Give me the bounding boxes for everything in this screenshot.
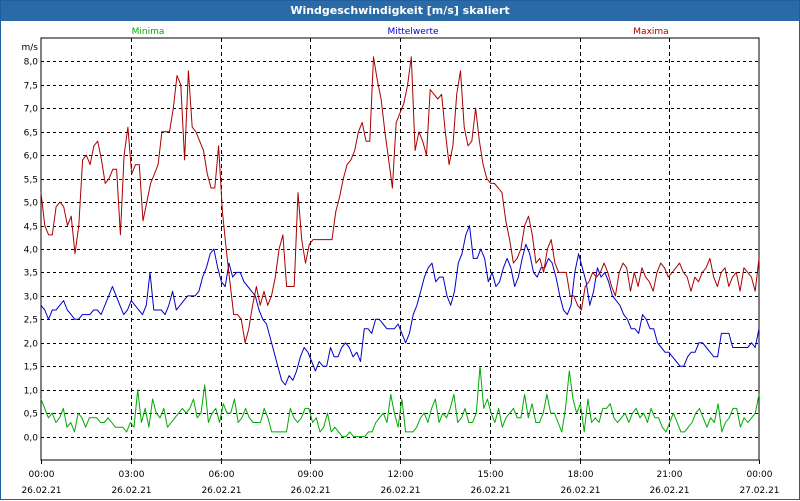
series-line-mittelwerte bbox=[40, 225, 760, 386]
x-tick-time: 12:00 bbox=[388, 470, 414, 480]
x-tick-date: 26.02.21 bbox=[470, 486, 510, 496]
x-tick-date: 26.02.21 bbox=[111, 486, 151, 496]
y-tick-label: 3,5 bbox=[24, 269, 38, 279]
x-tick-time: 06:00 bbox=[209, 470, 235, 480]
x-tick-date: 26.02.21 bbox=[560, 486, 600, 496]
y-tick-label: 6,5 bbox=[24, 129, 38, 139]
x-tick-time: 00:00 bbox=[747, 470, 773, 480]
y-tick-label: 1,5 bbox=[24, 363, 38, 373]
x-tick-date: 26.02.21 bbox=[201, 486, 241, 496]
x-tick-date: 26.02.21 bbox=[649, 486, 689, 496]
x-tick-time: 18:00 bbox=[568, 470, 594, 480]
x-tick-date: 26.02.21 bbox=[21, 486, 61, 496]
y-tick-label: 0,0 bbox=[24, 434, 39, 444]
x-tick-time: 00:00 bbox=[29, 470, 55, 480]
series-line-maxima bbox=[40, 56, 760, 344]
y-tick-label: 7,5 bbox=[24, 82, 38, 92]
y-tick-label: 6,0 bbox=[24, 152, 39, 162]
x-tick-time: 21:00 bbox=[657, 470, 683, 480]
series-line-minima bbox=[40, 365, 760, 438]
y-tick-label: 2,0 bbox=[24, 340, 39, 350]
chart-title: Windgeschwindigkeit [m/s] skaliert bbox=[1, 1, 799, 21]
x-tick-time: 03:00 bbox=[119, 470, 145, 480]
y-tick-label: 4,0 bbox=[24, 246, 39, 256]
y-tick-label: 5,5 bbox=[24, 176, 38, 186]
legend-maxima: Maxima bbox=[633, 27, 668, 37]
y-tick-label: 3,0 bbox=[24, 293, 39, 303]
y-tick-label: 0,5 bbox=[24, 410, 38, 420]
x-tick-date: 26.02.21 bbox=[290, 486, 330, 496]
y-tick-label: 7,0 bbox=[24, 105, 39, 115]
x-tick-date: 27.02.21 bbox=[739, 486, 779, 496]
legend-minima: Minima bbox=[132, 27, 165, 37]
y-tick-label: 4,5 bbox=[24, 223, 38, 233]
x-tick-time: 15:00 bbox=[478, 470, 504, 480]
y-tick-label: 1,0 bbox=[24, 387, 39, 397]
x-tick-time: 09:00 bbox=[298, 470, 324, 480]
legend-mittelwerte: Mittelwerte bbox=[387, 27, 438, 37]
y-tick-label: 5,0 bbox=[24, 199, 39, 209]
x-tick-date: 26.02.21 bbox=[380, 486, 420, 496]
y-axis-unit: m/s bbox=[22, 43, 39, 53]
y-tick-label: 8,0 bbox=[24, 58, 39, 68]
y-tick-label: 2,5 bbox=[24, 316, 38, 326]
